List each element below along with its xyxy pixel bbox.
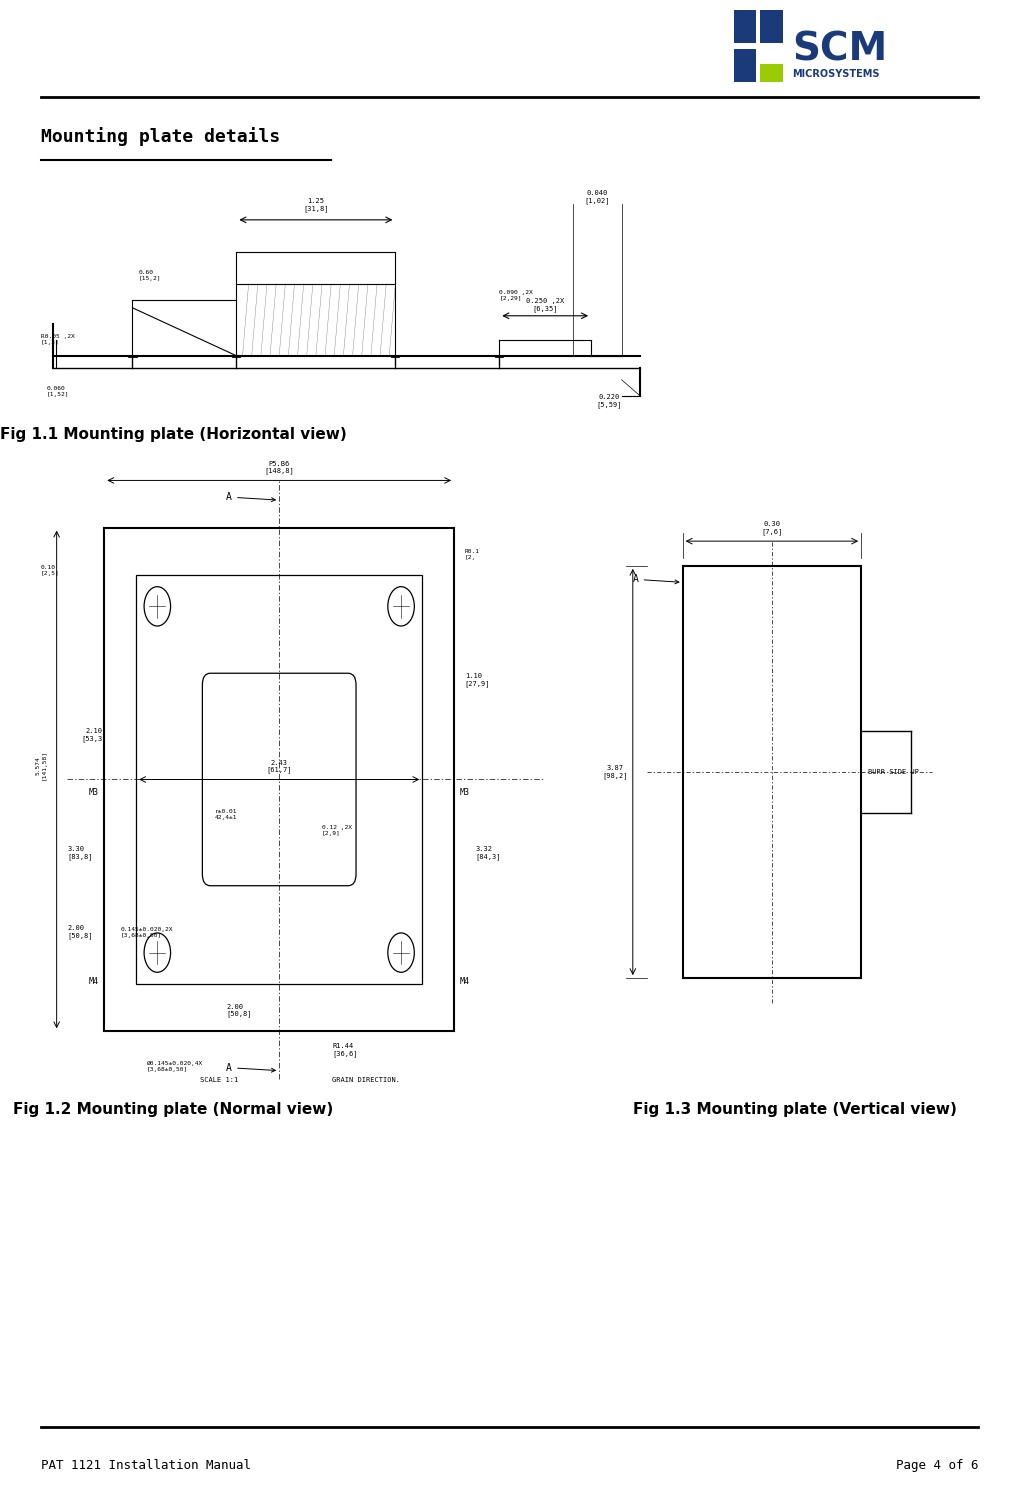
Text: BURR SIDE UP: BURR SIDE UP	[868, 769, 919, 775]
Text: SCALE 1:1: SCALE 1:1	[200, 1078, 238, 1084]
Text: 2.10
[53,3]: 2.10 [53,3]	[81, 729, 107, 742]
Bar	[137, 576, 422, 983]
Text: PAT 1121 Installation Manual: PAT 1121 Installation Manual	[41, 1459, 251, 1472]
Text: 1.25
[31,8]: 1.25 [31,8]	[303, 198, 329, 211]
Text: 0.10
[2,5]: 0.10 [2,5]	[41, 565, 59, 576]
Text: 3.30
[83,8]: 3.30 [83,8]	[67, 845, 93, 860]
Text: 0.040
[1,02]: 0.040 [1,02]	[584, 190, 610, 204]
Bar	[760, 10, 783, 43]
Text: M4: M4	[89, 977, 99, 986]
Text: R1.44
[36,6]: R1.44 [36,6]	[332, 1043, 358, 1057]
Bar	[734, 10, 756, 43]
Text: 3.32
[84,3]: 3.32 [84,3]	[475, 845, 500, 860]
Text: SCM: SCM	[792, 30, 887, 69]
Text: MICROSYSTEMS: MICROSYSTEMS	[792, 69, 879, 79]
Text: M4: M4	[460, 977, 470, 986]
Text: 3.87
[98,2]: 3.87 [98,2]	[602, 764, 628, 779]
Bar	[734, 49, 756, 82]
Text: 0.060
[1,52]: 0.060 [1,52]	[47, 387, 69, 397]
Text: 0.12 ,2X
[2,9]: 0.12 ,2X [2,9]	[322, 824, 352, 835]
Text: 2.43
[61,7]: 2.43 [61,7]	[266, 760, 292, 773]
Text: 0.220
[5,59]: 0.220 [5,59]	[596, 394, 623, 408]
Text: 1.10
[27,9]: 1.10 [27,9]	[465, 673, 490, 687]
Text: A: A	[226, 1063, 275, 1073]
Text: Page 4 of 6: Page 4 of 6	[896, 1459, 978, 1472]
Text: 0.145±0.020,2X
[3,68±0,50]: 0.145±0.020,2X [3,68±0,50]	[120, 926, 173, 938]
Text: A: A	[633, 574, 679, 585]
Text: R0.1
[2,: R0.1 [2,	[465, 549, 480, 561]
Text: 2.00
[50,8]: 2.00 [50,8]	[67, 925, 93, 938]
Text: M3: M3	[460, 788, 470, 797]
Bar	[683, 567, 861, 979]
Text: M3: M3	[89, 788, 99, 797]
Text: GRAIN DIRECTION.: GRAIN DIRECTION.	[332, 1078, 400, 1084]
Text: Fig 1.1 Mounting plate (Horizontal view): Fig 1.1 Mounting plate (Horizontal view)	[0, 427, 346, 442]
Text: P5.B6
[148,8]: P5.B6 [148,8]	[264, 460, 294, 474]
Bar	[104, 528, 454, 1031]
Text: 2.00
[50,8]: 2.00 [50,8]	[226, 1003, 252, 1018]
Text: Fig 1.2 Mounting plate (Normal view): Fig 1.2 Mounting plate (Normal view)	[13, 1102, 333, 1117]
Text: A: A	[226, 492, 275, 502]
Text: 0.090 ,2X
[2,29]: 0.090 ,2X [2,29]	[499, 291, 533, 301]
Text: 5.574
[141,58]: 5.574 [141,58]	[36, 751, 46, 781]
Text: Ø0.145±0.020,4X
[3,68±0,50]: Ø0.145±0.020,4X [3,68±0,50]	[147, 1061, 203, 1072]
Text: Mounting plate details: Mounting plate details	[41, 127, 280, 147]
Text: 0.60
[15,2]: 0.60 [15,2]	[139, 270, 161, 282]
Text: r±0.01
42,4±1: r±0.01 42,4±1	[215, 809, 237, 820]
Text: 0.250 ,2X
[6,35]: 0.250 ,2X [6,35]	[526, 298, 565, 312]
Text: Fig 1.3 Mounting plate (Vertical view): Fig 1.3 Mounting plate (Vertical view)	[633, 1102, 957, 1117]
Text: R0.05 ,2X
[1,3]: R0.05 ,2X [1,3]	[41, 334, 74, 345]
Text: 0.30
[7,6]: 0.30 [7,6]	[761, 520, 783, 535]
Bar	[760, 64, 783, 82]
